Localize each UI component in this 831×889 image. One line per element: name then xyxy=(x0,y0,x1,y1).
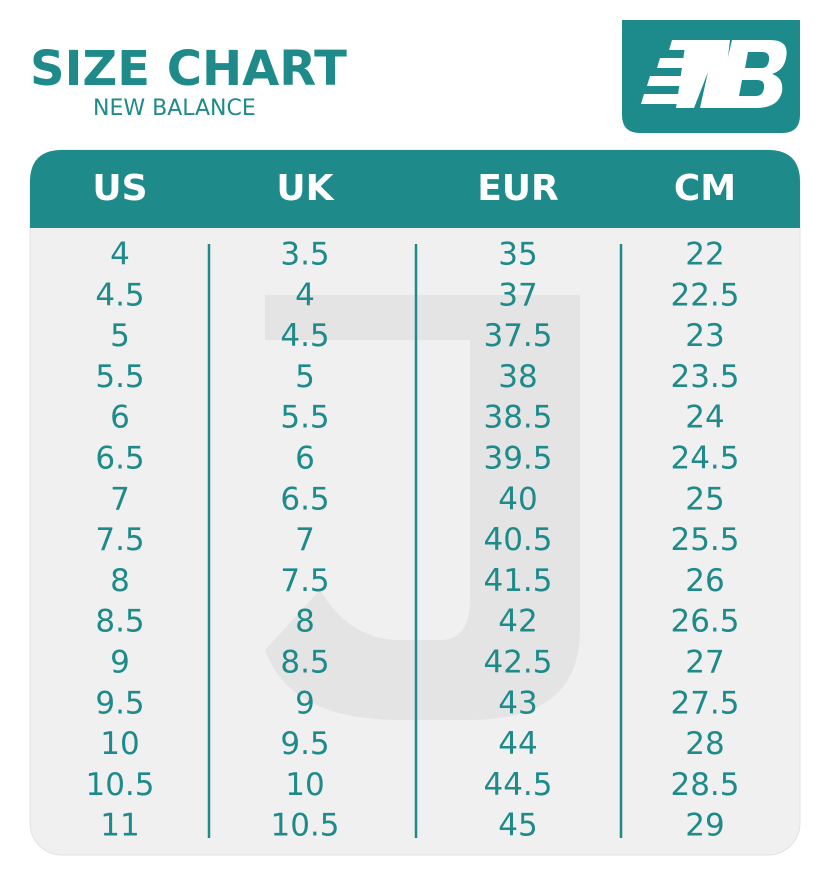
size-cell: 40.5 xyxy=(483,522,552,558)
size-cell: 24.5 xyxy=(670,441,739,477)
size-cell: 4.5 xyxy=(280,318,329,354)
size-cell: 41.5 xyxy=(483,563,552,599)
size-cell: 7 xyxy=(110,481,130,517)
size-cell: 38 xyxy=(498,359,537,395)
size-cell: 40 xyxy=(498,481,537,517)
watermark xyxy=(265,295,580,720)
size-cell: 4 xyxy=(295,277,315,313)
size-cell: 6 xyxy=(110,400,130,436)
size-cell: 3.5 xyxy=(280,237,329,273)
size-cell: 9.5 xyxy=(95,685,144,721)
column-header: EUR xyxy=(477,168,559,209)
size-cell: 39.5 xyxy=(483,441,552,477)
size-cell: 7.5 xyxy=(280,563,329,599)
size-cell: 43 xyxy=(498,685,537,721)
size-cell: 45 xyxy=(498,808,537,844)
size-cell: 42 xyxy=(498,604,537,640)
logo xyxy=(622,20,800,133)
size-cell: 10 xyxy=(285,767,324,803)
size-cell: 10.5 xyxy=(270,808,339,844)
size-cell: 9 xyxy=(110,645,130,681)
size-cell: 4 xyxy=(110,237,130,273)
size-cell: 22.5 xyxy=(670,277,739,313)
size-cell: 6.5 xyxy=(280,481,329,517)
size-cell: 25 xyxy=(685,481,724,517)
size-cell: 26 xyxy=(685,563,724,599)
size-cell: 7 xyxy=(295,522,315,558)
size-cell: 28.5 xyxy=(670,767,739,803)
column-header: UK xyxy=(276,168,334,209)
size-cell: 9 xyxy=(295,685,315,721)
size-cell: 25.5 xyxy=(670,522,739,558)
size-cell: 5 xyxy=(295,359,315,395)
size-cell: 5.5 xyxy=(95,359,144,395)
size-cell: 8 xyxy=(110,563,130,599)
size-cell: 23 xyxy=(685,318,724,354)
size-cell: 35 xyxy=(498,237,537,273)
size-cell: 8 xyxy=(295,604,315,640)
size-cell: 6.5 xyxy=(95,441,144,477)
table-card xyxy=(29,149,801,856)
size-cell: 37.5 xyxy=(483,318,552,354)
column-header: CM xyxy=(674,168,736,209)
size-cell: 38.5 xyxy=(483,400,552,436)
size-cell: 27 xyxy=(685,645,724,681)
size-cell: 6 xyxy=(295,441,315,477)
size-cell: 37 xyxy=(498,277,537,313)
size-cell: 23.5 xyxy=(670,359,739,395)
size-cell: 10.5 xyxy=(85,767,154,803)
title: SIZE CHART xyxy=(30,41,347,97)
size-cell: 26.5 xyxy=(670,604,739,640)
size-cell: 29 xyxy=(685,808,724,844)
size-cell: 44.5 xyxy=(483,767,552,803)
size-cell: 42.5 xyxy=(483,645,552,681)
subtitle: NEW BALANCE xyxy=(93,96,256,121)
size-cell: 44 xyxy=(498,726,537,762)
size-cell: 4.5 xyxy=(95,277,144,313)
size-cell: 8.5 xyxy=(95,604,144,640)
column-header: US xyxy=(92,168,147,209)
size-cell: 27.5 xyxy=(670,685,739,721)
size-cell: 5.5 xyxy=(280,400,329,436)
size-cell: 28 xyxy=(685,726,724,762)
size-cell: 8.5 xyxy=(280,645,329,681)
size-cell: 11 xyxy=(100,808,139,844)
size-cell: 24 xyxy=(685,400,724,436)
size-cell: 7.5 xyxy=(95,522,144,558)
size-cell: 5 xyxy=(110,318,130,354)
size-cell: 22 xyxy=(685,237,724,273)
size-cell: 9.5 xyxy=(280,726,329,762)
size-cell: 10 xyxy=(100,726,139,762)
